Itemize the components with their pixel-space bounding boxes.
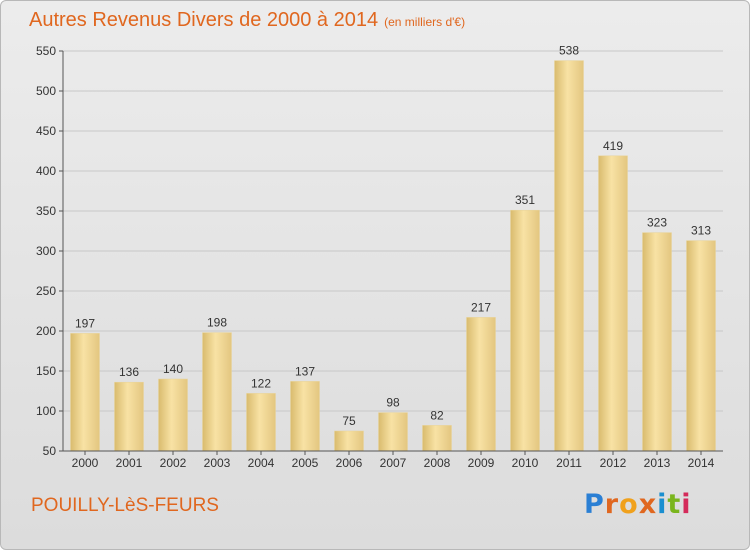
brand-letter: i <box>681 489 692 520</box>
bar-2008 <box>422 425 452 452</box>
bar-2005 <box>290 381 320 452</box>
x-tick-label-2007: 2007 <box>380 456 407 470</box>
x-tick-label-2005: 2005 <box>292 456 319 470</box>
brand-letter: P <box>584 489 605 520</box>
data-label-2005: 137 <box>295 364 315 378</box>
data-label-2009: 217 <box>471 300 491 314</box>
bar-2001 <box>114 381 144 452</box>
x-tick-label-2014: 2014 <box>688 456 715 470</box>
brand-letter: t <box>667 489 682 520</box>
y-tick-label: 350 <box>36 204 56 218</box>
data-label-2014: 313 <box>691 224 711 238</box>
x-tick-label-2000: 2000 <box>72 456 99 470</box>
bar-2003 <box>202 332 232 452</box>
y-tick-label: 250 <box>36 284 56 298</box>
y-tick-label: 300 <box>36 244 56 258</box>
data-label-2010: 351 <box>515 193 535 207</box>
y-tick-label: 200 <box>36 324 56 338</box>
x-tick-label-2011: 2011 <box>556 456 582 470</box>
labels: 50 100 150 200 250 300 350 400 450 500 550 197 2000 1… <box>36 44 715 470</box>
x-tick-label-2010: 2010 <box>512 456 539 470</box>
brand-letter: x <box>638 489 658 520</box>
data-label-2003: 198 <box>207 316 227 330</box>
bar-2010 <box>510 209 540 452</box>
chart-unit: (en milliers d'€) <box>384 15 466 29</box>
y-tick-label: 50 <box>43 444 57 458</box>
data-label-2007: 98 <box>386 396 400 410</box>
data-label-2004: 122 <box>251 376 271 390</box>
bar-2006 <box>334 430 364 452</box>
bar-2000 <box>70 333 100 452</box>
bar-2014 <box>686 240 716 452</box>
bar-2013 <box>642 232 672 452</box>
axes <box>59 50 723 455</box>
bar-2004 <box>246 393 276 452</box>
data-label-2002: 140 <box>163 362 183 376</box>
chart-title-text: Autres Revenus Divers de 2000 à 2014 <box>29 9 379 31</box>
data-label-2000: 197 <box>75 316 95 330</box>
x-tick-label-2003: 2003 <box>204 456 231 470</box>
bar-2002 <box>158 378 188 452</box>
x-tick-label-2008: 2008 <box>424 456 451 470</box>
bar-2009 <box>466 317 496 452</box>
proxiti-logo: Proxiti <box>584 489 692 520</box>
commune-name: POUILLY-LèS-FEURS <box>31 495 219 516</box>
y-tick-label: 450 <box>36 124 56 138</box>
x-tick-label-2012: 2012 <box>600 456 627 470</box>
y-tick-label: 500 <box>36 84 56 98</box>
x-tick-label-2013: 2013 <box>644 456 671 470</box>
x-tick-label-2004: 2004 <box>248 456 275 470</box>
brand-letter: i <box>657 489 668 520</box>
bars <box>70 60 716 452</box>
brand-letter: r <box>604 489 620 520</box>
bar-2012 <box>598 155 628 452</box>
y-tick-label: 150 <box>36 364 56 378</box>
y-tick-label: 100 <box>36 404 56 418</box>
chart-title: Autres Revenus Divers de 2000 à 2014 (en … <box>29 9 465 32</box>
brand-letter: o <box>619 489 639 520</box>
x-tick-label-2001: 2001 <box>116 456 143 470</box>
data-label-2011: 538 <box>559 44 579 58</box>
y-tick-label: 550 <box>36 44 56 58</box>
data-label-2006: 75 <box>342 414 356 428</box>
bar-2007 <box>378 412 408 452</box>
x-tick-label-2009: 2009 <box>468 456 495 470</box>
data-label-2001: 136 <box>119 365 139 379</box>
y-tick-label: 400 <box>36 164 56 178</box>
data-label-2013: 323 <box>647 216 667 230</box>
x-tick-label-2006: 2006 <box>336 456 363 470</box>
bar-2011 <box>554 60 584 452</box>
data-label-2012: 419 <box>603 139 623 153</box>
x-tick-label-2002: 2002 <box>160 456 187 470</box>
data-label-2008: 82 <box>430 408 444 422</box>
